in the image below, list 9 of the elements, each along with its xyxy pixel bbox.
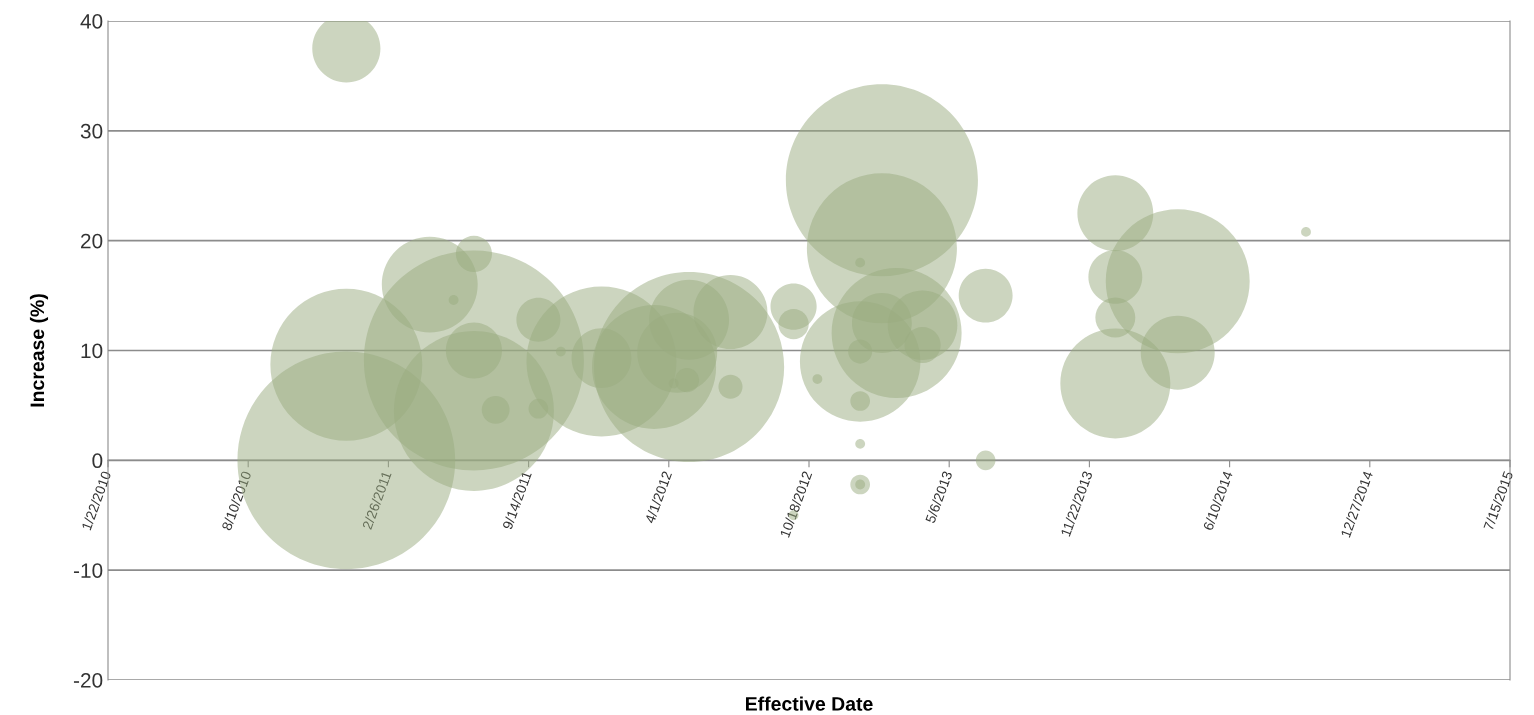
y-tick-label: 40 <box>80 14 103 29</box>
y-tick-label: 20 <box>81 233 103 249</box>
y-tick-label: 30 <box>80 123 103 139</box>
x-axis-title: Effective Date <box>746 696 873 711</box>
y-tick-label: -20 <box>73 673 103 688</box>
y-tick-label: 10 <box>81 343 103 359</box>
y-tick-label: 0 <box>92 453 103 469</box>
y-tick-label: -10 <box>73 563 103 578</box>
y-axis-title: Increase (%) <box>29 294 49 407</box>
